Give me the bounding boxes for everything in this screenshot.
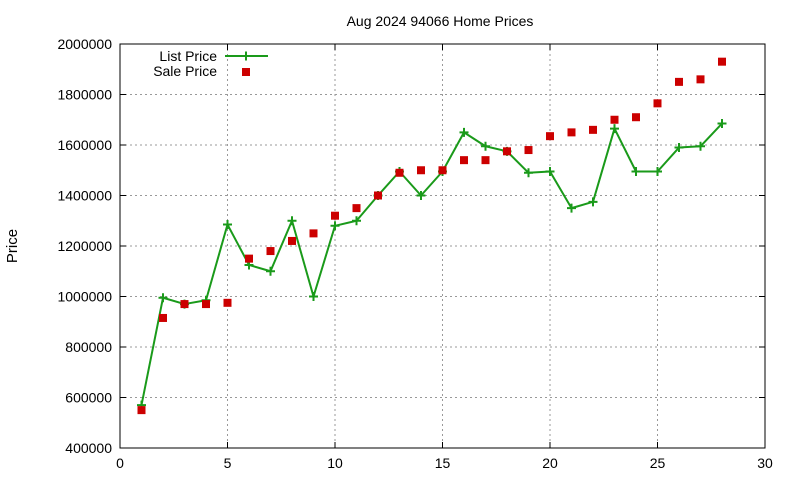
data-point-list-price: [309, 292, 318, 301]
data-point-list-price: [545, 167, 555, 177]
y-tick-label: 400000: [65, 440, 112, 456]
data-point-sale-price: [223, 298, 232, 307]
y-tick-label: 1400000: [57, 188, 112, 204]
data-point-sale-price: [524, 146, 533, 155]
data-point-sale-price: [309, 229, 318, 238]
data-point-sale-price: [653, 99, 662, 108]
data-point-list-price: [717, 119, 727, 129]
series-line-list-price: [140, 122, 723, 406]
data-point-list-price: [266, 266, 275, 276]
grid: [120, 44, 765, 448]
x-tick-label: 15: [435, 455, 451, 471]
data-point-sale-price: [266, 247, 275, 256]
data-point-list-price: [696, 141, 705, 151]
data-point-list-price: [223, 220, 232, 230]
data-point-list-price: [459, 127, 469, 137]
data-point-sale-price: [245, 254, 253, 263]
x-tick-label: 20: [542, 455, 558, 471]
x-tick-label: 5: [224, 455, 232, 471]
y-tick-label: 600000: [65, 390, 112, 406]
data-point-sale-price: [395, 168, 404, 177]
y-tick-label: 1200000: [57, 238, 112, 254]
legend-marker-list-price: [241, 51, 251, 61]
legend-label-list-price: List Price: [159, 48, 217, 64]
y-axis-label: Price: [4, 229, 21, 263]
data-point-sale-price: [137, 406, 146, 415]
data-point-list-price: [330, 221, 340, 231]
y-tick-label: 2000000: [57, 36, 112, 52]
data-point-list-price: [653, 167, 662, 177]
data-point-list-price: [287, 216, 297, 226]
x-tick-label: 25: [650, 455, 666, 471]
legend-marker-sale-price: [242, 68, 250, 76]
y-tick-label: 1600000: [57, 137, 112, 153]
data-point-sale-price: [460, 156, 468, 165]
x-tick-label: 0: [116, 455, 124, 471]
x-tick-label: 10: [327, 455, 343, 471]
chart-title: Aug 2024 94066 Home Prices: [347, 13, 534, 29]
data-point-list-price: [158, 293, 168, 303]
data-point-sale-price: [675, 77, 683, 86]
data-point-list-price: [631, 167, 641, 177]
data-point-list-price: [674, 143, 684, 153]
legend: List Price Sale Price: [153, 48, 268, 79]
data-point-sale-price: [589, 125, 597, 134]
data-point-sale-price: [288, 236, 296, 245]
data-point-sale-price: [696, 75, 705, 84]
data-point-list-price: [567, 203, 576, 213]
data-point-sale-price: [352, 204, 361, 213]
data-point-sale-price: [567, 128, 576, 137]
series-sale-price: [137, 57, 726, 415]
data-point-sale-price: [180, 300, 189, 309]
data-point-sale-price: [632, 113, 640, 122]
x-tick-label: 30: [757, 455, 773, 471]
data-point-sale-price: [438, 166, 447, 175]
axis-ticks: 0 5 10 15 20 25 30 400000 600000 800000 1000000 120…: [57, 36, 773, 471]
series-list-price: [137, 119, 727, 410]
legend-label-sale-price: Sale Price: [153, 63, 217, 79]
y-tick-label: 1000000: [57, 289, 112, 305]
y-tick-label: 1800000: [57, 87, 112, 103]
data-point-sale-price: [331, 211, 339, 220]
data-point-sale-price: [503, 147, 511, 156]
data-point-sale-price: [546, 132, 554, 141]
data-point-sale-price: [374, 191, 382, 200]
data-point-list-price: [610, 124, 619, 134]
data-point-sale-price: [610, 115, 619, 124]
data-point-sale-price: [417, 166, 425, 175]
data-point-sale-price: [481, 156, 490, 165]
data-point-list-price: [588, 197, 598, 207]
data-point-list-price: [524, 168, 533, 178]
data-point-sale-price: [718, 57, 726, 66]
y-tick-label: 800000: [65, 339, 112, 355]
data-point-sale-price: [202, 300, 210, 309]
data-point-list-price: [481, 141, 490, 151]
data-point-list-price: [416, 191, 426, 200]
series-layer: [137, 57, 727, 415]
data-point-list-price: [352, 216, 361, 226]
data-point-sale-price: [159, 313, 167, 322]
